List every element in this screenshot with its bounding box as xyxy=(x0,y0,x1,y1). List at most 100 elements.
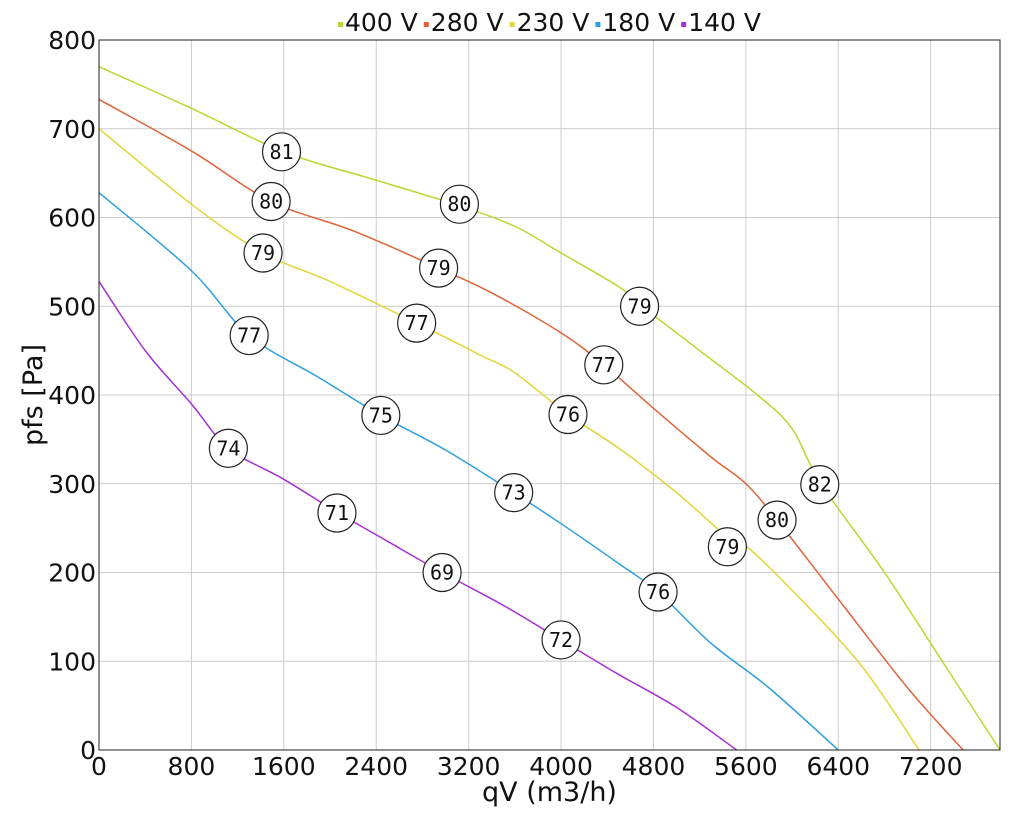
x-tick-labels: 0 800 1600 2400 3200 4000 4800 5600 6400 7200 xyxy=(91,752,962,781)
curve-markers: 81 80 79 82 80 79 77 80 79 77 76 79 77 75 73 76 74 71 69 72 xyxy=(208,132,840,660)
marker-label: 73 xyxy=(502,481,526,505)
marker-label: 72 xyxy=(549,628,573,652)
marker-circle xyxy=(419,248,459,288)
legend-item: 180 V xyxy=(595,8,675,37)
curve-marker: 71 xyxy=(317,493,357,533)
curve-marker: 72 xyxy=(541,620,581,660)
y-tick-label: 200 xyxy=(48,559,96,588)
marker-label: 76 xyxy=(646,580,670,604)
curve-marker: 76 xyxy=(548,394,588,435)
series-line-140-v xyxy=(98,280,738,751)
marker-label: 79 xyxy=(251,241,275,265)
legend-label: 280 V xyxy=(431,8,504,37)
y-tick-label: 300 xyxy=(48,470,96,499)
y-tick-label: 0 xyxy=(80,736,96,765)
x-tick-label: 4000 xyxy=(529,752,593,781)
legend-swatch xyxy=(509,22,515,27)
y-tick-label: 600 xyxy=(48,204,96,233)
x-tick-label: 4800 xyxy=(622,752,686,781)
marker-circle xyxy=(243,233,283,273)
legend-label: 180 V xyxy=(602,8,675,37)
marker-label: 76 xyxy=(556,403,580,427)
y-tick-labels: 0 100 200 300 400 500 600 700 800 xyxy=(48,26,96,765)
marker-label: 69 xyxy=(430,561,454,585)
curve-marker: 79 xyxy=(419,248,459,288)
curve-marker: 74 xyxy=(208,428,248,468)
marker-circle xyxy=(757,500,797,540)
x-tick-label: 3200 xyxy=(437,752,501,781)
marker-label: 80 xyxy=(259,190,283,214)
curve-marker: 77 xyxy=(584,345,624,385)
marker-label: 80 xyxy=(447,192,471,216)
marker-label: 77 xyxy=(405,311,429,335)
marker-label: 81 xyxy=(269,140,293,164)
x-tick-label: 7200 xyxy=(899,752,963,781)
y-tick-label: 700 xyxy=(48,115,96,144)
legend-swatch xyxy=(681,22,687,27)
legend-label: 140 V xyxy=(688,8,761,37)
marker-label: 74 xyxy=(216,436,240,460)
legend-swatch xyxy=(595,22,601,27)
curve-marker: 82 xyxy=(800,465,840,505)
legend-item: 140 V xyxy=(681,8,761,37)
marker-circle xyxy=(707,527,747,567)
marker-circle xyxy=(317,493,357,533)
marker-circle xyxy=(261,132,302,172)
legend-label: 400 V xyxy=(345,8,418,37)
curve-marker: 80 xyxy=(251,181,291,222)
curve-marker: 79 xyxy=(707,527,747,567)
curve-marker: 81 xyxy=(261,132,302,172)
legend-label: 230 V xyxy=(517,8,590,37)
legend: 400 V 280 V 230 V 180 V 140 V xyxy=(338,8,761,37)
marker-circle xyxy=(422,552,462,593)
curve-marker: 77 xyxy=(229,315,269,356)
legend-item: 230 V xyxy=(509,8,590,37)
x-tick-label: 2400 xyxy=(344,752,408,781)
marker-label: 80 xyxy=(765,508,789,532)
marker-label: 79 xyxy=(628,294,652,318)
marker-circle xyxy=(208,428,248,468)
curve-marker: 76 xyxy=(638,572,678,612)
marker-label: 79 xyxy=(427,256,451,280)
marker-label: 79 xyxy=(715,535,739,559)
marker-circle xyxy=(584,345,624,385)
marker-label: 77 xyxy=(237,324,261,348)
x-tick-label: 6400 xyxy=(806,752,870,781)
marker-circle xyxy=(800,465,840,505)
legend-item: 280 V xyxy=(423,8,504,37)
y-tick-label: 800 xyxy=(48,26,96,55)
curve-marker: 79 xyxy=(619,286,660,326)
marker-circle xyxy=(541,620,581,660)
marker-label: 71 xyxy=(325,501,349,525)
marker-circle xyxy=(229,315,269,356)
marker-label: 75 xyxy=(369,403,393,427)
legend-swatch xyxy=(338,22,343,27)
y-tick-label: 400 xyxy=(48,381,96,410)
marker-circle xyxy=(439,184,479,224)
y-tick-label: 100 xyxy=(48,647,96,676)
x-tick-label: 5600 xyxy=(714,752,778,781)
marker-circle xyxy=(619,286,660,326)
curve-marker: 73 xyxy=(494,473,534,513)
marker-circle xyxy=(638,572,678,612)
marker-circle xyxy=(494,473,534,513)
marker-circle xyxy=(397,303,437,343)
curve-marker: 79 xyxy=(243,233,283,273)
marker-circle xyxy=(361,395,401,436)
curve-marker: 80 xyxy=(757,500,797,540)
y-axis-title: pfs [Pa] xyxy=(18,344,49,446)
curve-marker: 69 xyxy=(422,552,462,593)
x-tick-label: 0 xyxy=(91,752,107,781)
curve-marker: 75 xyxy=(361,395,401,436)
curve-marker: 77 xyxy=(397,303,437,343)
marker-label: 77 xyxy=(592,353,616,377)
legend-item: 400 V xyxy=(338,8,418,37)
marker-circle xyxy=(548,394,588,435)
legend-swatch xyxy=(423,22,429,27)
plot-frame xyxy=(98,39,1001,751)
marker-circle xyxy=(251,181,291,222)
curve-marker: 80 xyxy=(439,184,479,224)
x-axis-title: qV (m3/h) xyxy=(482,777,617,808)
series-line-280-v xyxy=(98,98,964,751)
